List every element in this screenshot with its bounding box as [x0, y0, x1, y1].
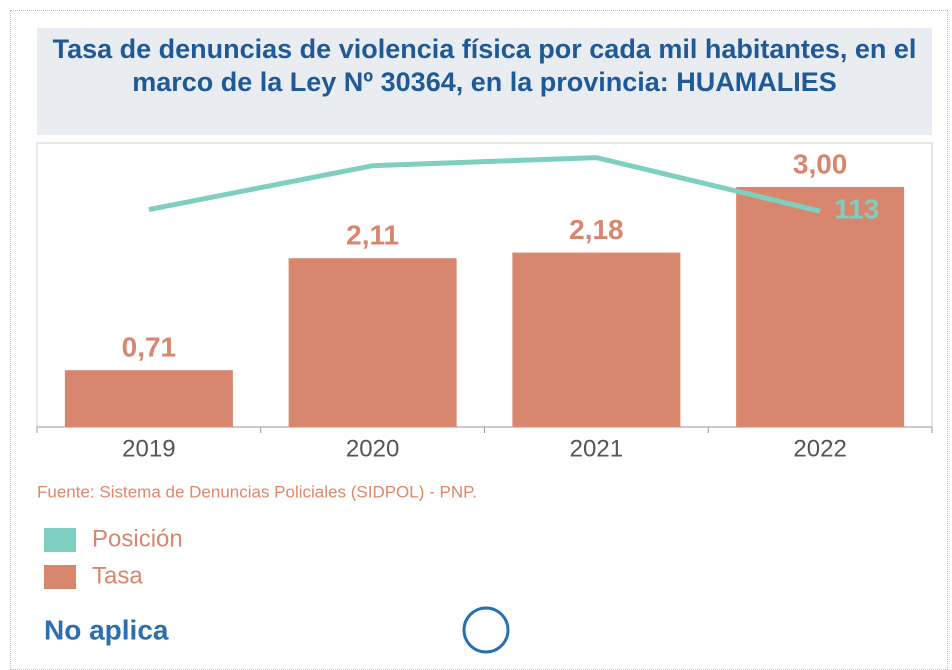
- x-tick-label: 2022: [793, 435, 846, 462]
- data-label: 0,71: [122, 332, 177, 363]
- data-label: 113: [834, 194, 879, 225]
- status-label: No aplica: [44, 614, 169, 645]
- line: [148, 155, 821, 214]
- bar: [288, 258, 457, 427]
- x-tick-label: 2019: [122, 435, 175, 462]
- legend-swatch: [44, 528, 76, 552]
- data-label: 3,00: [793, 148, 848, 179]
- source-note: Fuente: Sistema de Denuncias Policiales …: [37, 482, 477, 501]
- x-tick-label: 2021: [570, 435, 623, 462]
- bar: [64, 370, 233, 427]
- x-tick-label: 2020: [346, 435, 399, 462]
- chart-title: Tasa de denuncias de violencia física po…: [37, 28, 932, 135]
- legend-label: Posición: [92, 525, 183, 552]
- legend-swatch: [44, 565, 76, 589]
- data-label: 2,11: [346, 220, 399, 251]
- bar: [736, 187, 905, 427]
- status-indicator: [462, 606, 510, 654]
- legend-label: Tasa: [92, 562, 143, 589]
- bar: [512, 252, 681, 427]
- data-label: 2,18: [569, 214, 624, 245]
